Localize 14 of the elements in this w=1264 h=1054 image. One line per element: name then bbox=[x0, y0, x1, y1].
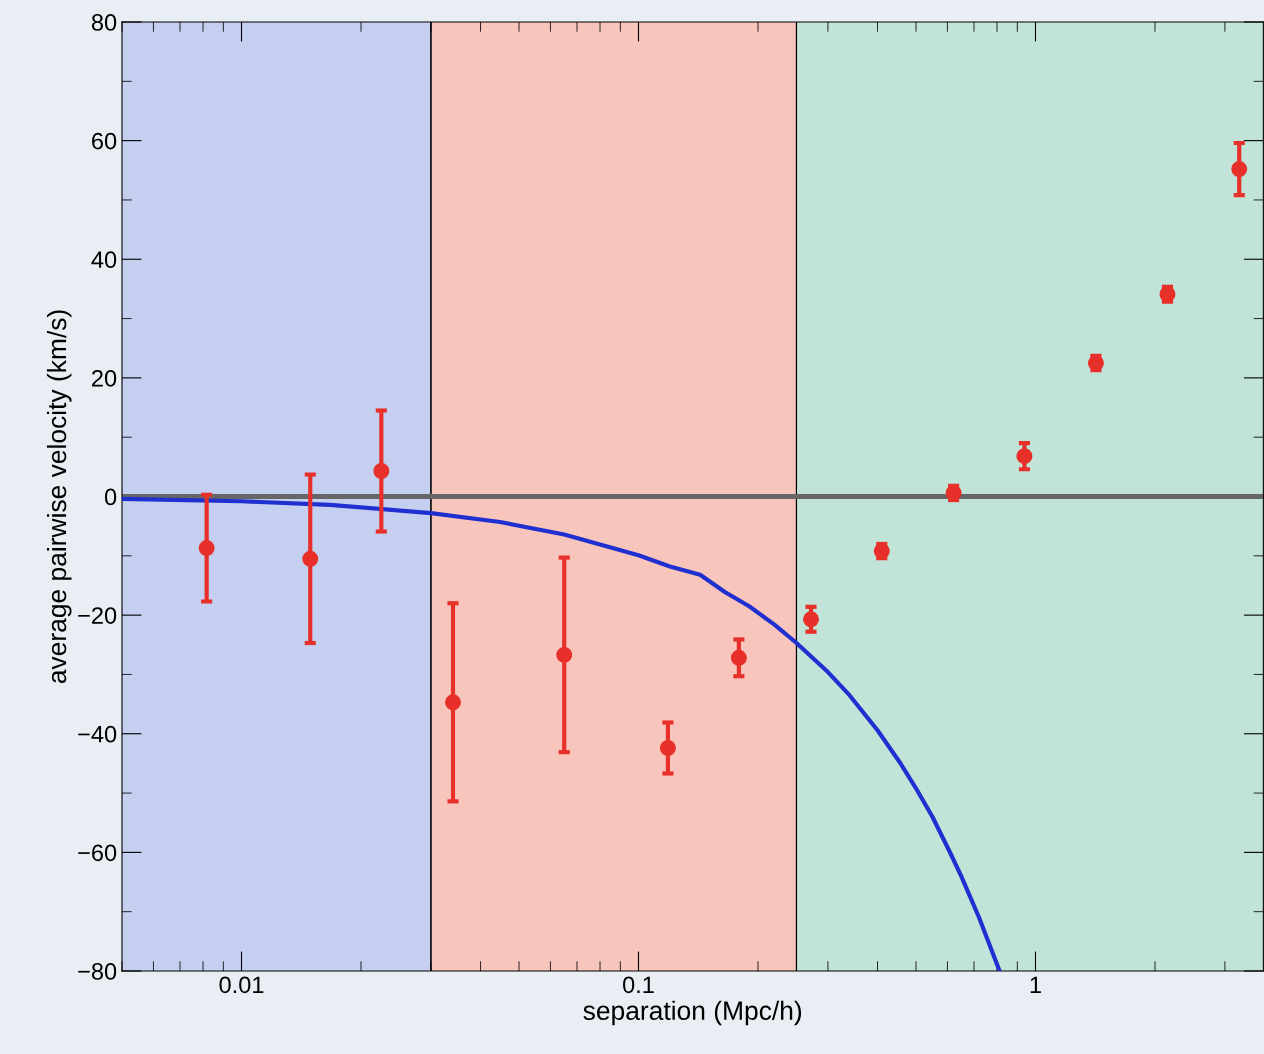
x-tick-label: 0.01 bbox=[219, 976, 264, 994]
y-tick-label: 20 bbox=[92, 369, 117, 387]
y-tick-label: −80 bbox=[78, 963, 117, 980]
y-tick-label: −20 bbox=[78, 607, 117, 624]
x-tick-label: 0.1 bbox=[623, 976, 654, 994]
y-tick-label: −60 bbox=[78, 844, 117, 862]
y-tick-label: 40 bbox=[91, 251, 117, 269]
y-tick-label: −40 bbox=[78, 725, 117, 743]
y-tick-label: 0 bbox=[104, 488, 117, 506]
y-axis-title: average pairwise velocity (km/s) bbox=[46, 310, 72, 684]
x-axis-title: separation (Mpc/h) bbox=[583, 1000, 802, 1026]
x-tick-label: 1 bbox=[1030, 976, 1041, 993]
y-tick-label: 80 bbox=[91, 14, 117, 31]
y-tick-label: 60 bbox=[92, 132, 117, 150]
